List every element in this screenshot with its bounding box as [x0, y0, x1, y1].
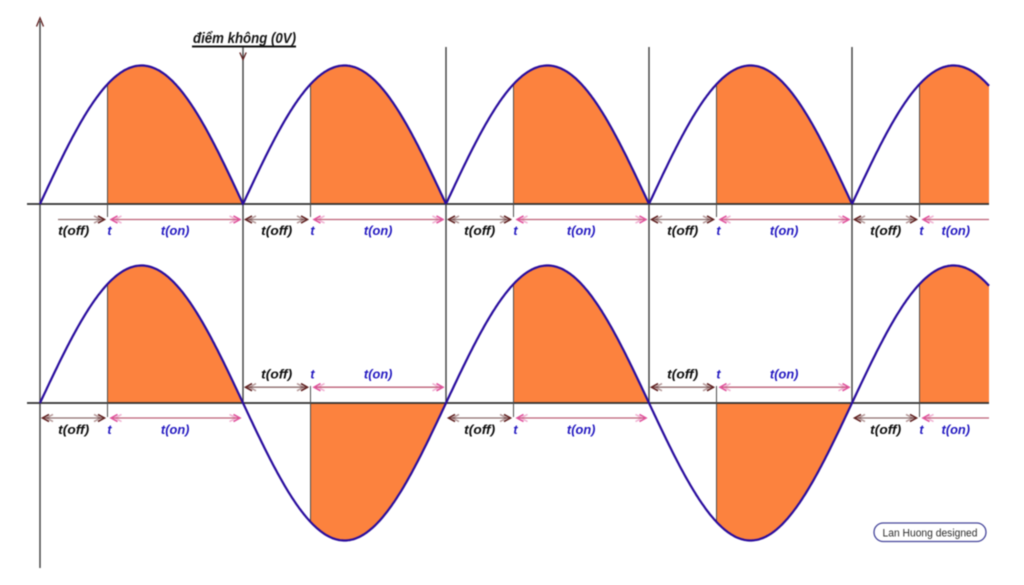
svg-text:t: t [513, 423, 518, 437]
svg-text:t(on): t(on) [364, 367, 393, 381]
svg-text:t(on): t(on) [567, 423, 596, 437]
svg-text:t: t [310, 367, 315, 381]
svg-text:Lan Huong designed: Lan Huong designed [883, 528, 978, 540]
svg-text:t(on): t(on) [567, 224, 596, 238]
svg-text:t(off): t(off) [464, 423, 495, 437]
svg-text:t(on): t(on) [161, 224, 190, 238]
svg-text:t: t [919, 423, 924, 437]
svg-text:t(off): t(off) [667, 367, 698, 381]
svg-text:t(on): t(on) [364, 224, 393, 238]
svg-text:t(off): t(off) [464, 224, 495, 238]
svg-text:t(off): t(off) [261, 367, 292, 381]
svg-text:t: t [310, 224, 315, 238]
svg-text:t(off): t(off) [870, 224, 901, 238]
svg-text:t: t [919, 224, 924, 238]
svg-text:t(on): t(on) [942, 423, 971, 437]
svg-text:t: t [716, 367, 721, 381]
svg-text:t: t [716, 224, 721, 238]
svg-text:t(on): t(on) [770, 367, 799, 381]
svg-text:t(off): t(off) [667, 224, 698, 238]
svg-text:t: t [513, 224, 518, 238]
svg-text:t(off): t(off) [58, 224, 89, 238]
svg-text:t(off): t(off) [261, 224, 292, 238]
svg-text:t: t [107, 423, 112, 437]
svg-text:t(on): t(on) [770, 224, 799, 238]
svg-text:t(off): t(off) [58, 423, 89, 437]
svg-text:điểm không (0V): điểm không (0V) [193, 30, 296, 47]
svg-text:t(off): t(off) [870, 423, 901, 437]
svg-text:t(on): t(on) [161, 423, 190, 437]
svg-text:t: t [107, 224, 112, 238]
svg-text:t(on): t(on) [942, 224, 971, 238]
